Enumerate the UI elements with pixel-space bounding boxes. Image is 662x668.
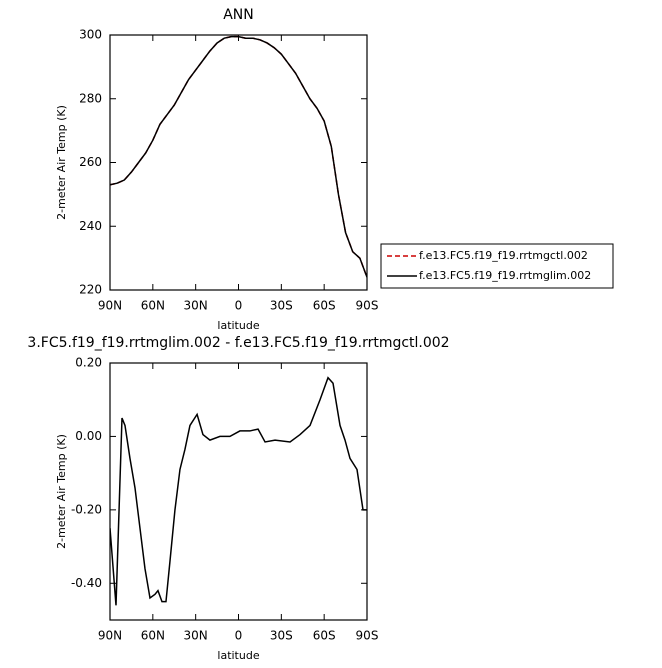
x-tick-label: 0 xyxy=(235,299,243,313)
x-axis-title: latitude xyxy=(217,649,259,662)
y-axis-title: 2-meter Air Temp (K) xyxy=(55,105,68,220)
x-tick-label: 90S xyxy=(356,629,379,643)
data-line xyxy=(110,376,367,606)
chart-title: 3.FC5.f19_f19.rrtmglim.002 - f.e13.FC5.f… xyxy=(27,335,449,351)
legend-label: f.e13.FC5.f19_f19.rrtmglim.002 xyxy=(419,269,591,282)
x-tick-label: 30S xyxy=(270,629,293,643)
y-tick-label: -0.40 xyxy=(71,576,102,590)
y-tick-label: 280 xyxy=(79,91,102,105)
x-tick-label: 60S xyxy=(313,299,336,313)
x-tick-label: 90S xyxy=(356,299,379,313)
x-tick-label: 60N xyxy=(141,299,165,313)
legend-label: f.e13.FC5.f19_f19.rrtmgctl.002 xyxy=(419,249,588,262)
plot-frame xyxy=(109,34,368,291)
y-tick-label: 0.00 xyxy=(75,429,102,443)
y-tick-label: 220 xyxy=(79,283,102,297)
y-tick-label: 240 xyxy=(79,219,102,233)
x-tick-label: 60N xyxy=(141,629,165,643)
y-tick-label: 0.20 xyxy=(75,356,102,370)
y-tick-label: 260 xyxy=(79,155,102,169)
y-tick-label: -0.20 xyxy=(71,502,102,516)
x-tick-label: 0 xyxy=(235,629,243,643)
x-axis-title: latitude xyxy=(217,319,259,332)
x-tick-label: 90N xyxy=(98,629,122,643)
y-tick-label: 300 xyxy=(79,28,102,42)
x-tick-label: 60S xyxy=(313,629,336,643)
data-line xyxy=(110,35,367,278)
legend-box xyxy=(380,243,614,289)
x-tick-label: 30N xyxy=(184,629,208,643)
data-line xyxy=(110,35,367,278)
x-tick-label: 30N xyxy=(184,299,208,313)
x-tick-label: 90N xyxy=(98,299,122,313)
plot-frame xyxy=(109,362,368,621)
x-tick-label: 30S xyxy=(270,299,293,313)
chart-title: ANN xyxy=(223,7,254,23)
y-axis-title: 2-meter Air Temp (K) xyxy=(55,434,68,549)
